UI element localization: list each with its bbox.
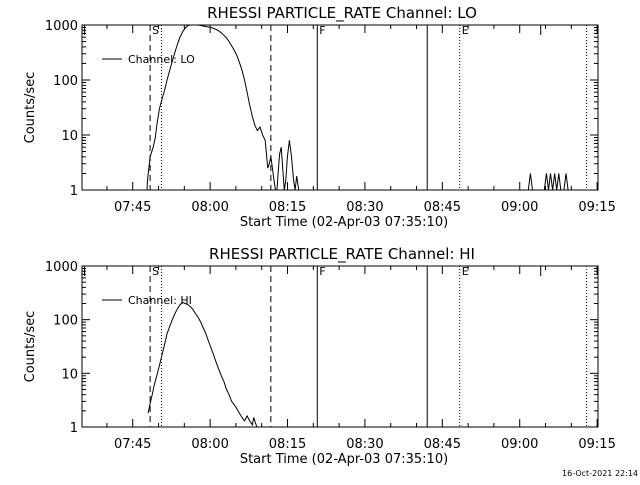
y-tick-label: 100 [53, 314, 78, 329]
chart-title: RHESSI PARTICLE_RATE Channel: LO [207, 4, 477, 23]
chart-title: RHESSI PARTICLE_RATE Channel: HI [209, 245, 475, 264]
data-series-line [147, 301, 260, 428]
x-tick-label: 08:00 [191, 437, 228, 452]
x-tick-label: 08:15 [269, 437, 306, 452]
x-tick-label: 08:30 [346, 200, 383, 215]
x-tick-label: 09:00 [501, 200, 538, 215]
y-tick-label: 1000 [45, 260, 78, 275]
y-tick-label: 1 [70, 421, 78, 436]
legend-label: Channel: HI [128, 294, 192, 307]
event-marker-label: S [152, 24, 159, 37]
plot-frame [81, 24, 599, 191]
data-series-line [527, 173, 569, 191]
y-tick-label: 10 [61, 367, 78, 382]
chart-panel-1: RHESSI PARTICLE_RATE Channel: HI Start Ti… [23, 245, 616, 467]
y-tick-label: 1 [70, 184, 78, 199]
x-tick-label: 07:45 [114, 200, 151, 215]
event-marker-label: F [319, 24, 325, 37]
event-marker-label: E [462, 265, 469, 278]
x-tick-label: 08:00 [191, 200, 228, 215]
event-marker-label: E [462, 24, 469, 37]
x-tick-label: 09:15 [578, 200, 615, 215]
legend-label: Channel: LO [128, 53, 195, 66]
x-tick-label: 08:30 [346, 437, 383, 452]
x-tick-label: 07:45 [114, 437, 151, 452]
y-tick-label: 1000 [45, 19, 78, 34]
event-marker-label: F [319, 265, 325, 278]
x-tick-label: 09:00 [501, 437, 538, 452]
x-tick-label: 08:45 [424, 200, 461, 215]
y-axis-label: Counts/sec [23, 72, 38, 144]
plot-frame [81, 265, 599, 428]
x-tick-label: 08:45 [424, 437, 461, 452]
event-marker-label: S [152, 265, 159, 278]
x-tick-label: 09:15 [578, 437, 615, 452]
x-axis-label: Start Time (02-Apr-03 07:35:10) [240, 215, 448, 230]
y-tick-label: 10 [61, 129, 78, 144]
y-tick-label: 100 [53, 74, 78, 89]
x-axis-label: Start Time (02-Apr-03 07:35:10) [240, 452, 448, 467]
data-series-line [146, 24, 301, 191]
chart-panel-0: RHESSI PARTICLE_RATE Channel: LO Start Ti… [23, 4, 616, 230]
y-axis-label: Counts/sec [23, 311, 38, 383]
footer-timestamp: 16-Oct-2021 22:14 [562, 469, 638, 478]
x-tick-label: 08:15 [269, 200, 306, 215]
